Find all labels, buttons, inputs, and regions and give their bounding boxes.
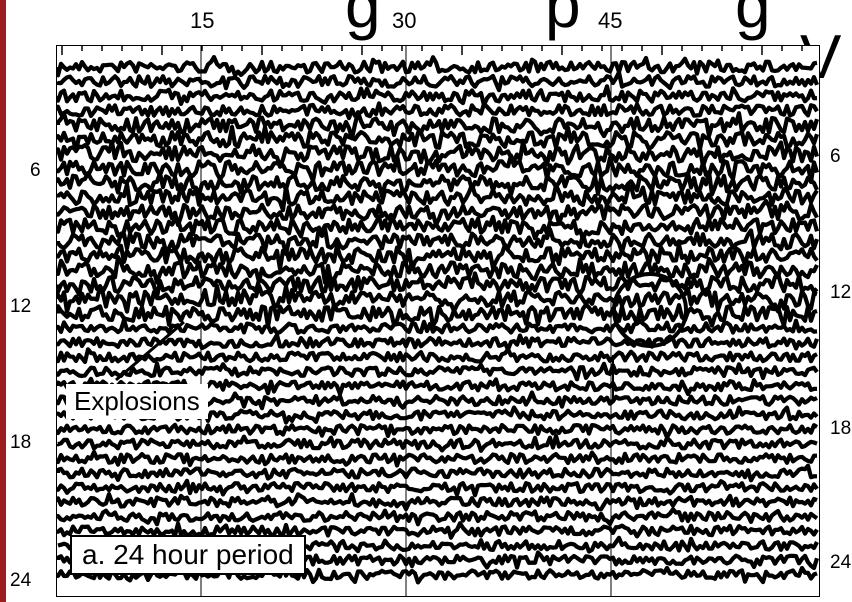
explosions-arrow bbox=[115, 320, 185, 382]
left-axis-label-12: 12 bbox=[10, 296, 32, 317]
seismic-trace bbox=[56, 318, 818, 336]
right-axis-label-18: 18 bbox=[830, 418, 852, 439]
top-axis-label-15: 15 bbox=[190, 8, 215, 33]
title-fragment-1: g bbox=[345, 0, 381, 41]
seismic-trace bbox=[56, 110, 820, 141]
top-axis-label-30: 30 bbox=[392, 8, 417, 33]
seismogram-record bbox=[56, 45, 820, 597]
seismic-trace bbox=[56, 521, 819, 540]
seismic-trace bbox=[56, 101, 819, 121]
seismic-trace bbox=[56, 124, 819, 154]
seismic-trace bbox=[56, 361, 819, 382]
seismic-trace bbox=[56, 55, 818, 78]
seismic-trace bbox=[56, 422, 819, 440]
title-fragment-2: p bbox=[545, 0, 581, 41]
left-axis-label-6: 6 bbox=[30, 160, 41, 181]
seismic-trace bbox=[56, 347, 818, 365]
title-fragment-3: g bbox=[735, 0, 771, 41]
seismic-trace bbox=[56, 84, 818, 108]
seismic-trace bbox=[56, 153, 820, 185]
event-highlight-circle bbox=[612, 272, 688, 348]
seismic-trace bbox=[56, 182, 819, 213]
seismic-trace bbox=[56, 214, 820, 241]
seismic-trace bbox=[56, 254, 819, 285]
right-axis-label-6: 6 bbox=[830, 146, 841, 167]
seismic-trace bbox=[56, 283, 818, 314]
left-accent-bar bbox=[0, 0, 6, 602]
left-axis-label-18: 18 bbox=[10, 432, 32, 453]
seismic-trace bbox=[56, 433, 818, 453]
seismic-trace bbox=[56, 463, 818, 483]
seismic-trace bbox=[56, 492, 818, 512]
seismic-trace bbox=[56, 242, 819, 271]
seismic-trace bbox=[56, 449, 817, 468]
seismic-trace bbox=[56, 478, 819, 498]
period-label: a. 24 hour period bbox=[70, 535, 306, 575]
left-axis-label-24: 24 bbox=[10, 570, 32, 591]
seismic-trace bbox=[56, 225, 819, 256]
seismic-trace bbox=[56, 271, 819, 300]
seismic-trace bbox=[56, 302, 818, 329]
right-axis-label-24: 24 bbox=[830, 552, 852, 573]
top-axis-label-45: 45 bbox=[598, 8, 623, 33]
seismic-trace bbox=[56, 70, 819, 93]
seismic-trace bbox=[56, 139, 820, 169]
right-axis-label-12: 12 bbox=[830, 282, 852, 303]
seismic-trace bbox=[56, 332, 819, 352]
seismic-trace bbox=[56, 507, 819, 527]
explosions-label: Explosions bbox=[66, 384, 208, 419]
